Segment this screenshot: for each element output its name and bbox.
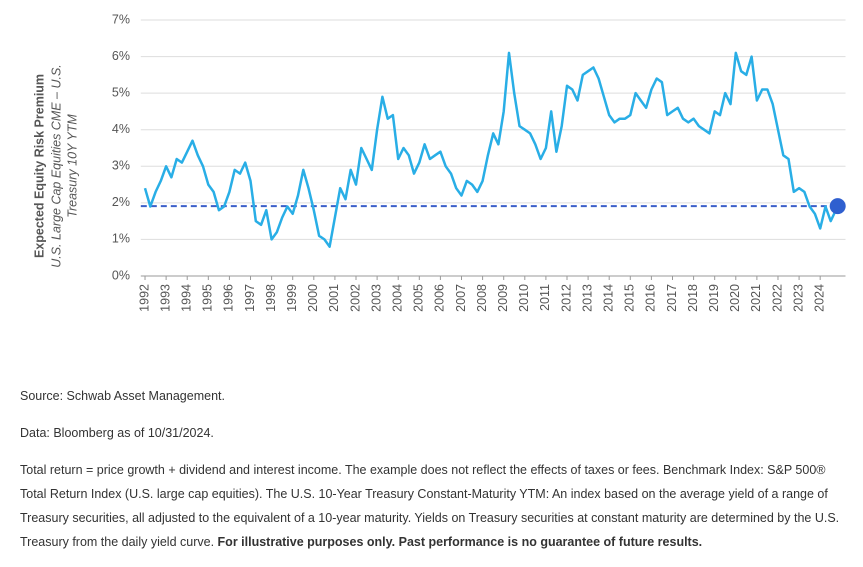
x-tick-label: 1995: [201, 284, 215, 312]
x-tick-label: 2006: [433, 284, 447, 312]
y-tick-label: 1%: [112, 232, 130, 246]
x-tick-label: 2013: [580, 284, 594, 312]
x-tick-label: 2000: [306, 284, 320, 312]
x-tick-label: 2021: [749, 284, 763, 312]
x-tick-label: 2018: [686, 284, 700, 312]
x-tick-label: 1998: [264, 284, 278, 312]
x-tick-label: 2009: [496, 284, 510, 312]
x-tick-label: 2020: [728, 284, 742, 312]
x-tick-label: 1993: [158, 284, 172, 312]
disclaimer-text: Total return = price growth + dividend a…: [20, 463, 840, 549]
y-tick-label: 6%: [112, 49, 130, 63]
x-tick-label: 2001: [327, 284, 341, 312]
x-tick-label: 2010: [517, 284, 531, 312]
x-tick-label: 1997: [243, 284, 257, 312]
disclaimer-bold: For illustrative purposes only. Past per…: [217, 535, 703, 549]
x-tick-label: 2002: [348, 284, 362, 312]
y-axis-sublabel: U.S. Large Cap Equities CME – U.S.: [49, 64, 63, 268]
x-tick-label: 1994: [180, 284, 194, 312]
x-tick-label: 1996: [222, 284, 236, 312]
y-tick-label: 4%: [112, 122, 130, 136]
y-axis-sublabel: Treasury 10Y YTM: [65, 114, 79, 218]
disclaimer: Total return = price growth + dividend a…: [20, 458, 855, 554]
x-tick-label: 2012: [559, 284, 573, 312]
y-tick-label: 0%: [112, 268, 130, 282]
y-tick-label: 5%: [112, 85, 130, 99]
y-tick-label: 2%: [112, 195, 130, 209]
endpoint-dot: [829, 198, 846, 215]
x-tick-label: 2003: [369, 284, 383, 312]
y-axis-label: Expected Equity Risk Premium: [32, 74, 46, 258]
x-tick-label: 2008: [475, 284, 489, 312]
chart: Expected Equity Risk Premium U.S. Large …: [32, 12, 846, 312]
y-tick-label: 3%: [112, 159, 130, 173]
x-tick-label: 2014: [601, 284, 615, 312]
x-tick-label: 2023: [791, 284, 805, 312]
x-tick-label: 2011: [538, 284, 552, 311]
x-tick-label: 2022: [770, 284, 784, 312]
y-tick-label: 7%: [112, 12, 130, 26]
x-tick-label: 2015: [623, 284, 637, 312]
source: Source: Schwab Asset Management.: [20, 389, 225, 403]
x-tick-label: 1992: [137, 284, 151, 312]
x-tick-label: 1999: [285, 284, 299, 312]
series-line: [143, 51, 839, 248]
data-note: Data: Bloomberg as of 10/31/2024.: [20, 426, 214, 440]
x-tick-label: 2019: [707, 284, 721, 312]
x-tick-label: 2016: [644, 284, 658, 312]
x-tick-label: 2017: [665, 284, 679, 312]
x-tick-label: 2024: [812, 284, 826, 312]
x-tick-label: 2005: [412, 284, 426, 312]
notes: Source: Schwab Asset Management. Data: B…: [20, 384, 855, 567]
x-tick-label: 2004: [391, 284, 405, 312]
x-tick-label: 2007: [454, 284, 468, 312]
